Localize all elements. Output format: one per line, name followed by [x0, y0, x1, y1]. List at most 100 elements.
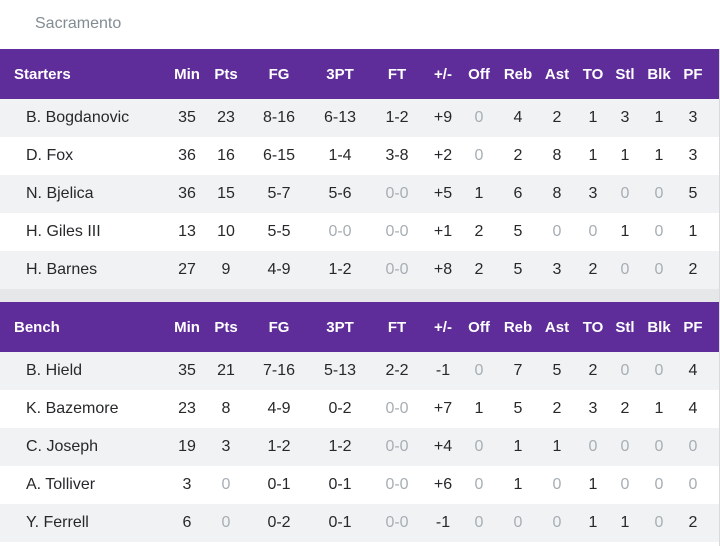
- stat-ast: 0: [552, 223, 562, 240]
- stat-plus-minus: -1: [435, 362, 451, 379]
- table-row: B. Hield 35 21 7-16 5-13 2-2 -1 0 7 5 2 0 0 4: [0, 352, 720, 390]
- stat-off: 0: [474, 109, 484, 126]
- stat-stl: 0: [620, 185, 630, 202]
- stat-reb: 1: [513, 438, 523, 455]
- column-header-3pt: 3PT: [326, 318, 354, 336]
- stat-pts: 15: [217, 185, 235, 202]
- stat-off: 0: [474, 476, 484, 493]
- stat-ft: 0-0: [385, 223, 409, 240]
- stat-ft: 0-0: [385, 185, 409, 202]
- stat-fg: 0-2: [267, 514, 291, 531]
- stat-min: 35: [178, 109, 196, 126]
- stat-plus-minus: +4: [433, 438, 453, 455]
- player-name[interactable]: C. Joseph: [26, 438, 99, 455]
- stat-pts: 21: [217, 362, 235, 379]
- column-header-stl: Stl: [615, 65, 635, 83]
- stat-reb: 1: [513, 476, 523, 493]
- stat-off: 0: [474, 514, 484, 531]
- stat-off: 1: [474, 185, 484, 202]
- stat-off: 1: [474, 400, 484, 417]
- column-header-fg: FG: [268, 318, 290, 336]
- table-row: D. Fox 36 16 6-15 1-4 3-8 +2 0 2 8 1 1 1 3: [0, 137, 720, 175]
- stat-min: 6: [182, 514, 192, 531]
- stat-blk: 0: [654, 223, 664, 240]
- stat-ft: 0-0: [385, 400, 409, 417]
- stat-off: 2: [474, 223, 484, 240]
- column-header-stl: Stl: [615, 318, 635, 336]
- stat-ast: 5: [552, 362, 562, 379]
- stat-min: 36: [178, 147, 196, 164]
- stat-stl: 2: [620, 400, 630, 417]
- stat-pts: 10: [217, 223, 235, 240]
- stat-3pt: 1-4: [328, 147, 352, 164]
- stat-pf: 3: [688, 147, 698, 164]
- bench-header: Bench Min Pts FG 3PT FT +/- Off Reb Ast TO Stl Blk P…: [0, 302, 720, 352]
- stat-pf: 0: [688, 476, 698, 493]
- stat-reb: 2: [513, 147, 523, 164]
- stat-to: 1: [588, 476, 598, 493]
- stat-3pt: 0-2: [328, 400, 352, 417]
- player-name[interactable]: N. Bjelica: [26, 185, 94, 202]
- stat-min: 13: [178, 223, 196, 240]
- stat-pts: 9: [221, 261, 231, 278]
- stat-ft: 0-0: [385, 261, 409, 278]
- stat-min: 3: [182, 476, 192, 493]
- stat-pts: 23: [217, 109, 235, 126]
- stat-ast: 0: [552, 514, 562, 531]
- stat-3pt: 1-2: [328, 438, 352, 455]
- stat-blk: 0: [654, 476, 664, 493]
- stat-reb: 5: [513, 261, 523, 278]
- player-name[interactable]: H. Barnes: [26, 261, 98, 278]
- column-header-off: Off: [468, 318, 490, 336]
- column-header-pts: Pts: [214, 318, 238, 336]
- column-header-ast: Ast: [544, 318, 570, 336]
- player-name[interactable]: D. Fox: [26, 147, 74, 164]
- stat-to: 0: [588, 223, 598, 240]
- table-row: A. Tolliver 3 0 0-1 0-1 0-0 +6 0 1 0 1 0 0 0: [0, 466, 720, 504]
- stat-fg: 5-5: [267, 223, 291, 240]
- stat-ft: 2-2: [385, 362, 409, 379]
- player-name[interactable]: B. Hield: [26, 362, 83, 379]
- stat-fg: 0-1: [267, 476, 291, 493]
- column-header-blk: Blk: [647, 318, 671, 336]
- team-name: Sacramento: [35, 15, 122, 32]
- column-header-min: Min: [174, 65, 200, 83]
- table-row: Y. Ferrell 6 0 0-2 0-1 0-0 -1 0 0 0 1 1 0 2: [0, 504, 720, 542]
- stat-off: 2: [474, 261, 484, 278]
- stat-ft: 0-0: [385, 438, 409, 455]
- table-row: N. Bjelica 36 15 5-7 5-6 0-0 +5 1 6 8 3 0 0 5: [0, 175, 720, 213]
- stat-ft: 3-8: [385, 147, 409, 164]
- player-name[interactable]: Y. Ferrell: [26, 514, 89, 531]
- column-header-reb: Reb: [503, 318, 533, 336]
- stat-plus-minus: +7: [433, 400, 453, 417]
- stat-off: 0: [474, 438, 484, 455]
- stat-stl: 0: [620, 476, 630, 493]
- table-row: H. Giles III 13 10 5-5 0-0 0-0 +1 2 5 0 0 1 0 1: [0, 213, 720, 251]
- column-header-pts: Pts: [214, 65, 238, 83]
- stat-pf: 3: [688, 109, 698, 126]
- column-header-fg: FG: [268, 65, 290, 83]
- stat-fg: 5-7: [267, 185, 291, 202]
- player-name[interactable]: K. Bazemore: [26, 400, 119, 417]
- stat-pf: 4: [688, 362, 698, 379]
- stat-blk: 0: [654, 362, 664, 379]
- stat-pts: 0: [221, 476, 231, 493]
- column-header-pf: PF: [683, 65, 703, 83]
- column-header-off: Off: [468, 65, 490, 83]
- player-name[interactable]: B. Bogdanovic: [26, 109, 130, 126]
- column-header-reb: Reb: [503, 65, 533, 83]
- stat-min: 36: [178, 185, 196, 202]
- stat-min: 23: [178, 400, 196, 417]
- column-header-pf: PF: [683, 318, 703, 336]
- player-name[interactable]: H. Giles III: [26, 223, 101, 240]
- section-title: Starters: [14, 65, 71, 83]
- stat-blk: 0: [654, 438, 664, 455]
- player-name[interactable]: A. Tolliver: [26, 476, 96, 493]
- stat-fg: 6-15: [262, 147, 296, 164]
- stat-pf: 0: [688, 438, 698, 455]
- stat-ast: 1: [552, 438, 562, 455]
- stat-plus-minus: +5: [433, 185, 453, 202]
- stat-to: 3: [588, 185, 598, 202]
- stat-min: 19: [178, 438, 196, 455]
- stat-plus-minus: -1: [435, 514, 451, 531]
